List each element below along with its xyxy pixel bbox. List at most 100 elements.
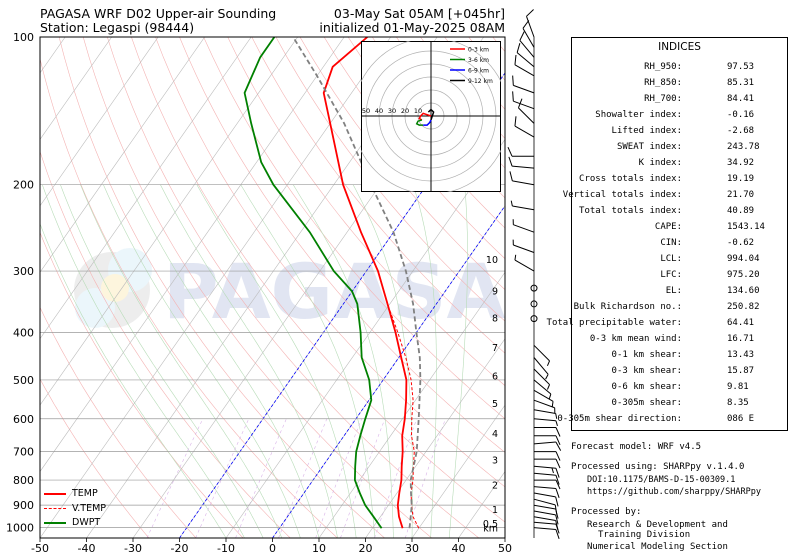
index-label: 0-305m shear: xyxy=(611,398,682,408)
dry-adiabat xyxy=(203,37,505,420)
index-label: 0-305m shear direction: xyxy=(557,414,682,424)
hodograph-trace xyxy=(415,119,424,126)
dry-adiabat xyxy=(82,37,432,538)
index-row: LFC: 975.20 xyxy=(572,270,787,286)
watermark-text: PAGASA xyxy=(163,247,505,336)
temp-tick-label: -30 xyxy=(124,542,142,555)
index-label: 0-3 km shear: xyxy=(611,366,682,376)
hodograph-legend-label: 0-3 km xyxy=(468,47,489,54)
index-value: 19.19 xyxy=(727,174,755,184)
wind-barb-calm xyxy=(530,315,538,323)
trace-parcel xyxy=(292,37,422,529)
height-tick-label: 7 xyxy=(492,343,498,354)
index-label: LFC: xyxy=(660,270,682,280)
wind-barb xyxy=(533,441,562,451)
station-label: Station: Legaspi (98444) xyxy=(40,20,195,35)
dry-adiabat xyxy=(58,37,385,538)
valid-time: 03-May Sat 05AM [+045hr] xyxy=(333,6,505,21)
wind-barb xyxy=(533,510,559,525)
wind-barb xyxy=(534,435,561,446)
index-row: 0-305m shear direction: 086 E xyxy=(557,414,787,430)
wind-barb xyxy=(533,399,556,414)
init-time: initialized 01-May-2025 08AM xyxy=(319,20,505,35)
wind-barb xyxy=(508,156,535,169)
temp-tick-label: 30 xyxy=(405,542,419,555)
wind-barb xyxy=(533,486,560,498)
pressure-tick-label: 600 xyxy=(13,413,34,426)
isotherm xyxy=(40,37,298,406)
height-tick-label: 2 xyxy=(492,480,498,491)
github-link[interactable]: https://github.com/sharppy/SHARPpy xyxy=(587,487,761,497)
index-row: Cross totals index: 19.19 xyxy=(572,174,787,190)
index-row: 0-1 km shear: 13.43 xyxy=(572,350,787,366)
temp-tick-label: -40 xyxy=(78,542,96,555)
index-row: 0-3 km shear: 15.87 xyxy=(572,366,787,382)
index-value: 64.41 xyxy=(727,318,755,328)
hodograph-ring-label: 10 xyxy=(414,107,422,115)
pagasa-watermark: PAGASA xyxy=(74,247,505,336)
moist-adiabat xyxy=(240,184,376,538)
moist-adiabat xyxy=(40,222,227,538)
dry-adiabat xyxy=(323,37,505,260)
dry-adiabat xyxy=(275,37,505,322)
hodograph-trace xyxy=(427,108,435,121)
trace-temp xyxy=(322,37,408,529)
dry-adiabat xyxy=(107,37,480,538)
wind-barb xyxy=(533,418,558,427)
temp-tick-label: 50 xyxy=(498,542,512,555)
pressure-tick-label: 700 xyxy=(13,446,34,459)
doi-text: DOI:10.1175/BAMS-D-15-00309.1 xyxy=(587,475,736,485)
hodograph-ring-label: 40 xyxy=(375,107,383,115)
index-value: 1543.14 xyxy=(727,222,765,232)
wind-barb xyxy=(533,368,551,390)
temp-tick-label: 40 xyxy=(452,542,466,555)
trace-legend: TEMP V.TEMP DWPT xyxy=(44,487,106,531)
index-row: EL: 134.60 xyxy=(572,286,787,302)
temp-tick-label: -50 xyxy=(31,542,49,555)
mixing-ratio-line xyxy=(340,418,386,538)
isotherm xyxy=(225,138,505,538)
moist-adiabat xyxy=(129,184,320,538)
index-row: 0-305m shear: 8.35 xyxy=(572,398,787,414)
index-row: K index: 34.92 xyxy=(572,158,787,174)
index-value: 16.71 xyxy=(727,334,755,344)
height-tick-label: 5 xyxy=(492,399,498,410)
index-label: RH_850: xyxy=(644,78,682,88)
wind-barb xyxy=(533,344,551,367)
moist-adiabat xyxy=(448,184,468,538)
isotherm xyxy=(318,271,505,538)
hodograph-ring-label: 20 xyxy=(401,107,409,115)
index-label: Total precipitable water: xyxy=(546,318,682,328)
index-row: Total totals index: 40.89 xyxy=(572,206,787,222)
pressure-tick-label: 200 xyxy=(13,179,34,192)
index-row: LCL: 994.04 xyxy=(572,254,787,270)
wind-barb-calm xyxy=(530,284,538,292)
index-row: RH_950: 97.53 xyxy=(572,62,787,78)
moist-adiabat xyxy=(160,184,338,538)
wind-barb xyxy=(516,43,535,68)
index-value: 13.43 xyxy=(727,350,755,360)
index-label: Bulk Richardson no.: xyxy=(573,302,682,312)
height-tick-label: 3 xyxy=(492,456,498,467)
index-row: Vertical totals index: 21.70 xyxy=(563,190,787,206)
index-row: RH_850: 85.31 xyxy=(572,78,787,94)
chart-title: PAGASA WRF D02 Upper-air Sounding xyxy=(40,6,277,21)
hodograph-legend-label: 3-6 km xyxy=(468,57,489,64)
index-row: Total precipitable water: 64.41 xyxy=(547,318,787,334)
isotherm xyxy=(40,37,345,473)
index-value: 97.53 xyxy=(727,62,755,72)
index-value: 250.82 xyxy=(727,302,760,312)
isotherm xyxy=(411,404,505,538)
indices-title: INDICES xyxy=(658,41,701,53)
wind-barb xyxy=(519,31,535,58)
index-value: 994.04 xyxy=(727,254,760,264)
index-value: 40.89 xyxy=(727,206,755,216)
height-tick-label: 8 xyxy=(492,314,498,325)
legend-item-dwpt: DWPT xyxy=(44,516,106,531)
isotherm xyxy=(365,338,505,538)
moist-adiabat xyxy=(80,184,283,538)
mixing-ratio-line xyxy=(146,418,204,538)
hodograph-ring-label: 50 xyxy=(362,107,370,115)
index-label: LCL: xyxy=(660,254,682,264)
wind-barb xyxy=(534,479,561,490)
